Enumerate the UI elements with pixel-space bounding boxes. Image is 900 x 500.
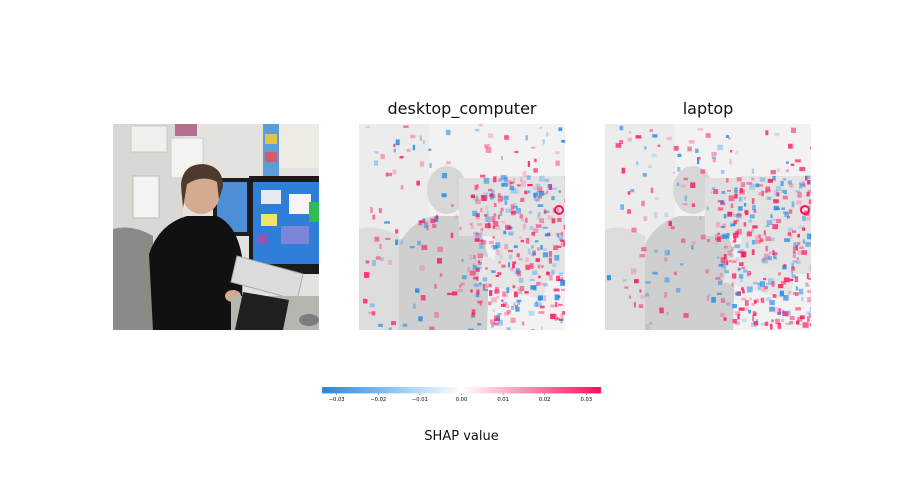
colorbar-tick-label: −0.01 [412, 397, 428, 403]
panel-title-desktop-computer: desktop_computer [387, 99, 537, 118]
panel-title-laptop: laptop [682, 99, 734, 118]
original-photo-panel [113, 124, 319, 330]
colorbar-tick-label: 0.01 [497, 397, 509, 403]
colorbar-tick-label: 0.03 [581, 397, 593, 403]
shap-heatmap-laptop [605, 124, 811, 330]
colorbar-tick-label: 0.02 [539, 397, 551, 403]
shap-heatmap-desktop-computer [359, 124, 565, 330]
colorbar-gradient: −0.03 −0.02 −0.01 0.00 0.01 0.02 0.03 [322, 387, 601, 403]
original-photo [113, 124, 319, 330]
colorbar-tick-label: −0.03 [329, 397, 345, 403]
colorbar-tick-label: 0.00 [456, 397, 468, 403]
colorbar: −0.03 −0.02 −0.01 0.00 0.01 0.02 0.03 [113, 387, 810, 403]
shap-panel-laptop [605, 124, 811, 330]
shap-panel-desktop-computer [359, 124, 565, 330]
colorbar-tick-label: −0.02 [370, 397, 386, 403]
colorbar-label: SHAP value [424, 429, 499, 444]
